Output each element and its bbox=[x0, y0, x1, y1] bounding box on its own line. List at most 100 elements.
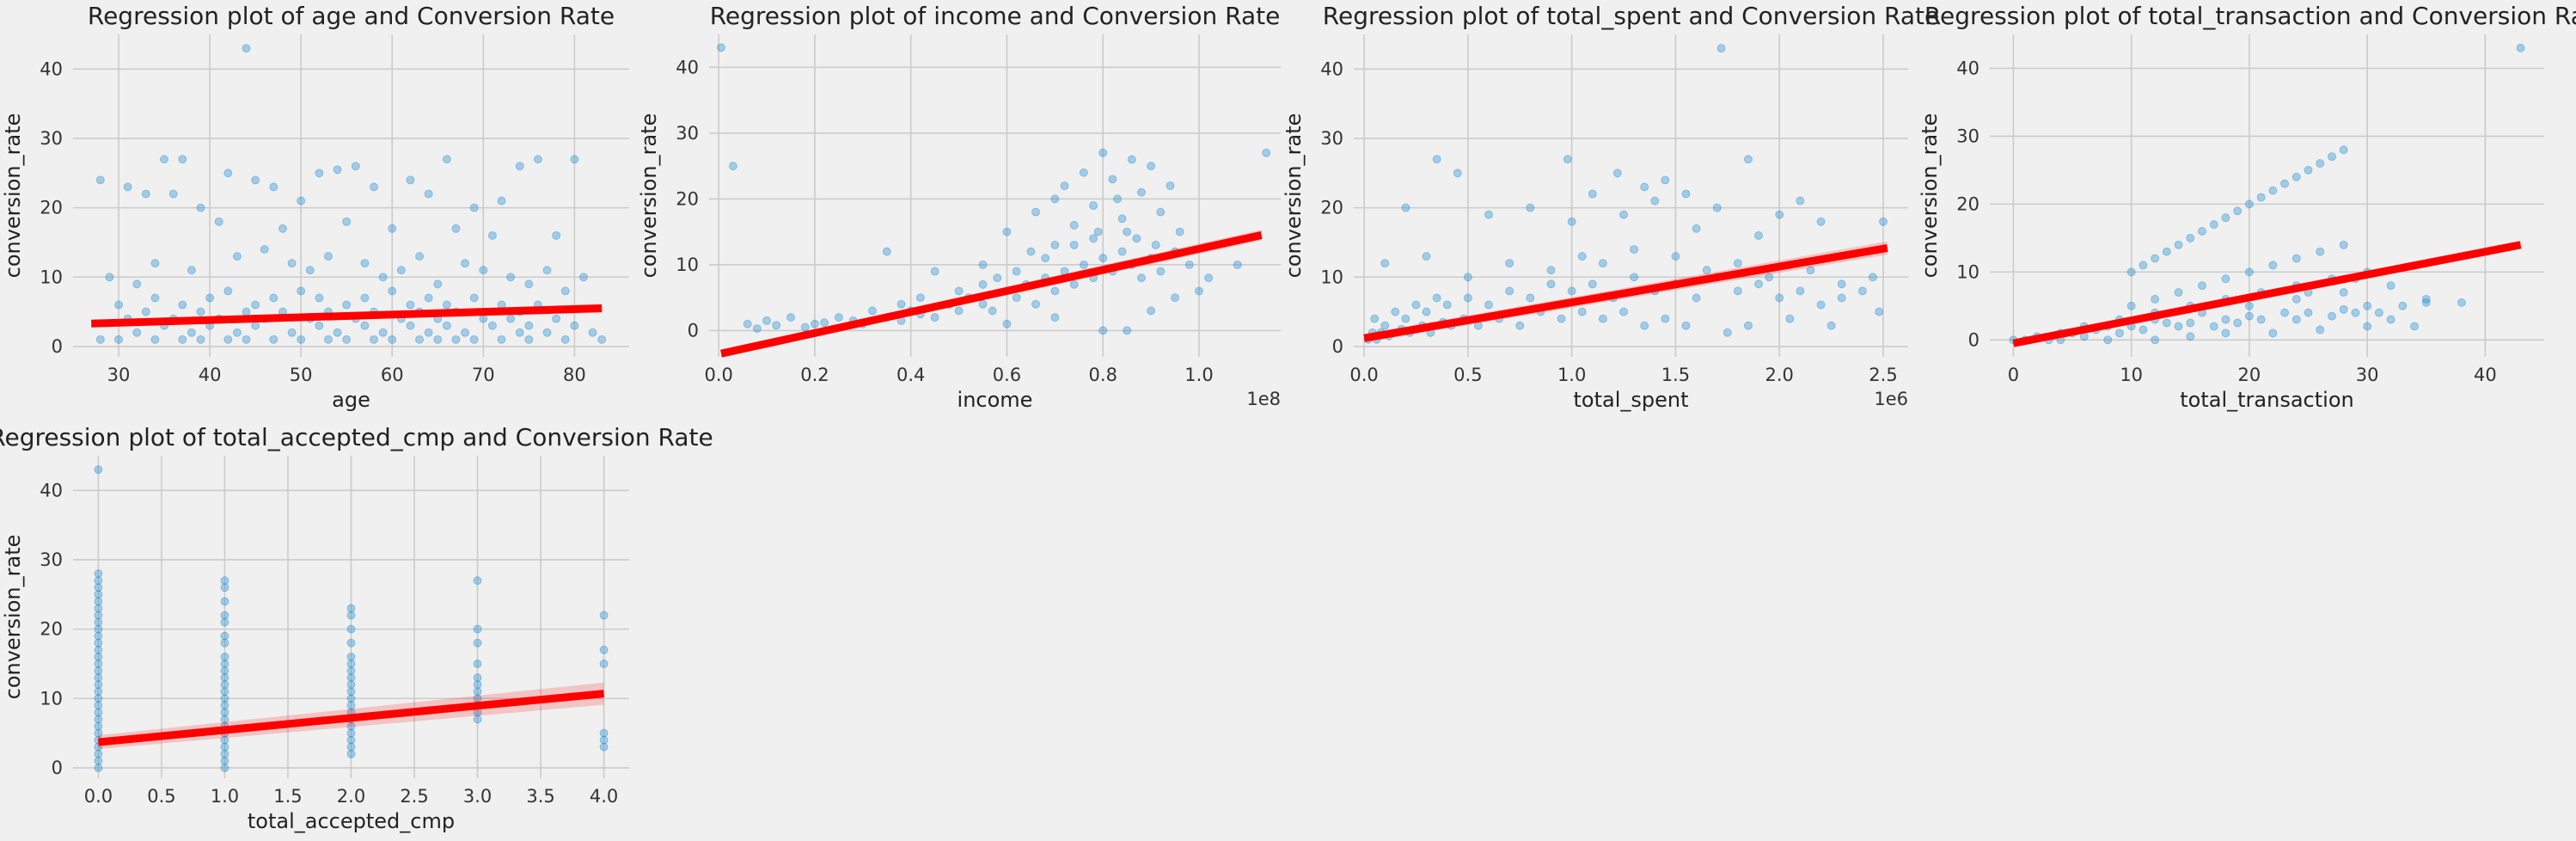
scatter-point bbox=[178, 300, 187, 310]
scatter-point bbox=[1401, 203, 1410, 212]
regression-line bbox=[720, 231, 1263, 358]
scatter-point bbox=[542, 266, 552, 275]
scatter-point bbox=[1722, 328, 1732, 337]
x-tick-label: 0.0 bbox=[704, 365, 732, 385]
scatter-point bbox=[515, 162, 524, 171]
scatter-point bbox=[2103, 335, 2113, 345]
scatter-point bbox=[1505, 286, 1514, 296]
scatter-point bbox=[1060, 181, 1069, 190]
scatter-point bbox=[2363, 322, 2372, 331]
scatter-point bbox=[1754, 279, 1763, 289]
scatter-point bbox=[360, 259, 370, 268]
scatter-point bbox=[1577, 252, 1587, 261]
scatter-point bbox=[2291, 172, 2301, 181]
scatter-point bbox=[287, 259, 297, 268]
scatter-point bbox=[461, 259, 469, 268]
scatter-point bbox=[220, 756, 229, 765]
scatter-point bbox=[1098, 326, 1108, 335]
scatter-point bbox=[599, 611, 609, 620]
regression-line bbox=[1363, 243, 1888, 342]
scatter-point bbox=[94, 652, 103, 661]
scatter-point bbox=[882, 247, 891, 256]
scatter-point bbox=[114, 300, 123, 310]
x-tick-label: 30 bbox=[107, 365, 131, 385]
scatter-point bbox=[94, 756, 103, 765]
scatter-point bbox=[1816, 217, 1826, 226]
scatter-point bbox=[297, 335, 306, 344]
scatter-point bbox=[1137, 187, 1146, 197]
scatter-point bbox=[1151, 240, 1160, 249]
scatter-point bbox=[954, 286, 964, 296]
scatter-point bbox=[560, 335, 570, 344]
scatter-point bbox=[94, 645, 103, 654]
scatter-point bbox=[599, 660, 609, 668]
scatter-point bbox=[1026, 247, 1036, 256]
scatter-point bbox=[233, 252, 242, 261]
scatter-point bbox=[370, 335, 378, 344]
scatter-point bbox=[2374, 308, 2383, 317]
x-tick-label: 0.0 bbox=[1349, 365, 1378, 385]
scatter-point bbox=[1079, 168, 1088, 177]
scatter-point bbox=[251, 175, 260, 185]
y-tick-label: 10 bbox=[1956, 261, 1979, 282]
scatter-point bbox=[1526, 293, 1535, 303]
scatter-point bbox=[370, 182, 378, 192]
scatter-point bbox=[2245, 267, 2254, 277]
scatter-point bbox=[588, 328, 597, 337]
subplot-title: Regression plot of income and Conversion… bbox=[710, 2, 1281, 30]
scatter-point bbox=[2256, 193, 2266, 202]
scatter-point bbox=[1484, 300, 1493, 310]
scatter-point bbox=[2363, 301, 2372, 310]
x-tick-label: 20 bbox=[2238, 365, 2261, 385]
scatter-point bbox=[287, 328, 297, 337]
scatter-point bbox=[473, 576, 482, 586]
scatter-point bbox=[220, 687, 229, 697]
scatter-point bbox=[220, 680, 229, 690]
scatter-point bbox=[94, 624, 103, 634]
scatter-point bbox=[220, 694, 229, 703]
scatter-point bbox=[94, 701, 103, 710]
scatter-point bbox=[160, 155, 168, 164]
x-tick-label: 70 bbox=[472, 365, 495, 385]
scatter-point bbox=[220, 638, 229, 648]
y-axis-label: conversion_rate bbox=[1, 535, 25, 700]
scatter-point bbox=[1826, 321, 1836, 330]
y-tick-label: 20 bbox=[1956, 193, 1979, 214]
scatter-point bbox=[1567, 217, 1576, 226]
scatter-point bbox=[534, 155, 542, 164]
scatter-point bbox=[552, 230, 561, 240]
scatter-point bbox=[2221, 213, 2230, 223]
scatter-point bbox=[178, 155, 187, 164]
scatter-point bbox=[542, 328, 552, 337]
scatter-point bbox=[94, 764, 103, 772]
scatter-point bbox=[1147, 162, 1156, 170]
scatter-point bbox=[1195, 286, 1203, 296]
scatter-point bbox=[324, 252, 333, 261]
scatter-point bbox=[1816, 300, 1826, 310]
scatter-point bbox=[868, 306, 877, 316]
x-axis-label: income bbox=[958, 388, 1033, 412]
scatter-point bbox=[2291, 294, 2301, 304]
scatter-point bbox=[360, 293, 370, 303]
scatter-point bbox=[378, 273, 388, 282]
scatter-point bbox=[388, 286, 397, 296]
scatter-point bbox=[1671, 252, 1680, 261]
scatter-point bbox=[94, 721, 103, 731]
scatter-point bbox=[1093, 227, 1103, 236]
y-tick-label: 40 bbox=[1956, 58, 1979, 78]
subplot-4: 0 10 20 30 40 0 10 20 30 40 Regression plot of tot… bbox=[1918, 2, 2576, 412]
scatter-point bbox=[346, 680, 356, 690]
scatter-point bbox=[297, 196, 306, 206]
scatter-point bbox=[473, 638, 482, 648]
scatter-point bbox=[552, 314, 561, 323]
scatter-point bbox=[1137, 273, 1146, 283]
scatter-point bbox=[1869, 273, 1877, 282]
regression-line bbox=[91, 304, 603, 328]
scatter-point bbox=[2186, 318, 2195, 328]
scatter-point bbox=[1505, 259, 1514, 268]
scatter-point bbox=[1171, 293, 1179, 303]
scatter-point bbox=[2174, 322, 2183, 331]
scatter-point bbox=[1661, 175, 1670, 185]
scatter-point bbox=[834, 313, 843, 322]
scatter-point bbox=[2233, 318, 2243, 328]
